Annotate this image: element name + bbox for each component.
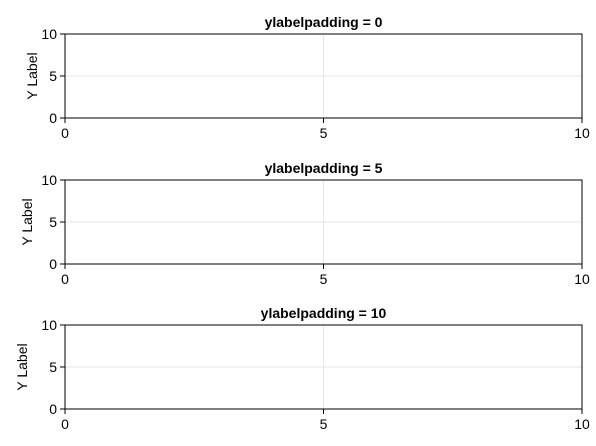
y-tick-label: 0 (49, 256, 57, 272)
y-tick-label: 5 (49, 68, 57, 84)
y-tick-label: 5 (49, 214, 57, 230)
x-tick-label: 5 (320, 271, 328, 287)
x-tick-label: 0 (61, 125, 69, 141)
y-axis-label: Y Label (14, 343, 30, 390)
y-tick-label: 10 (41, 317, 57, 333)
y-tick-label: 10 (41, 26, 57, 42)
chart-panel-3: ylabelpadding = 10 0 5 10 0 5 10 Y Label (14, 305, 590, 432)
x-tick-label: 10 (574, 271, 590, 287)
y-tick-label: 0 (49, 401, 57, 417)
chart-title: ylabelpadding = 0 (265, 14, 383, 30)
x-tick-label: 0 (61, 271, 69, 287)
x-tick-label: 10 (574, 416, 590, 432)
x-tick-label: 5 (320, 125, 328, 141)
y-tick-label: 5 (49, 359, 57, 375)
x-tick-label: 5 (320, 416, 328, 432)
y-axis-label: Y Label (19, 198, 35, 245)
chart-title: ylabelpadding = 5 (265, 160, 383, 176)
x-tick-label: 10 (574, 125, 590, 141)
y-tick-label: 10 (41, 172, 57, 188)
chart-panel-2: ylabelpadding = 5 0 5 10 0 5 10 Y Label (19, 160, 590, 287)
y-axis-label: Y Label (24, 52, 40, 99)
y-tick-label: 0 (49, 110, 57, 126)
x-tick-label: 0 (61, 416, 69, 432)
chart-title: ylabelpadding = 10 (261, 305, 387, 321)
